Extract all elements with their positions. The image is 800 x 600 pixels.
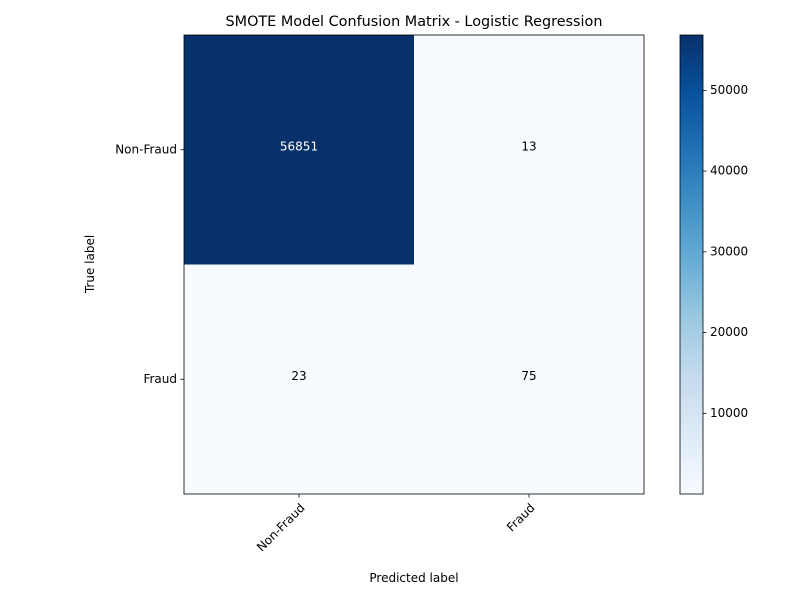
x-tick-label-fraud: Fraud <box>504 501 538 535</box>
colorbar-tick-label-50000: 50000 <box>710 83 748 97</box>
cell-value-fraud-fraud: 75 <box>521 369 536 383</box>
plot-frame <box>183 34 645 495</box>
y-tick-label-fraud: Fraud <box>143 372 177 386</box>
chart-title: SMOTE Model Confusion Matrix - Logistic … <box>226 14 603 30</box>
y-axis-label: True label <box>83 235 97 294</box>
colorbar-tick-label-20000: 20000 <box>710 325 748 339</box>
cell-non-fraud-non-fraud <box>184 35 414 265</box>
y-axis-ticks: Non-Fraud Fraud <box>115 142 184 386</box>
cell-value-non-fraud-non-fraud: 56851 <box>280 139 318 153</box>
y-tick-label-non-fraud: Non-Fraud <box>115 142 177 156</box>
colorbar-gradient <box>680 35 703 494</box>
colorbar-tick-label-10000: 10000 <box>710 406 748 420</box>
x-axis-label: Predicted label <box>369 571 458 585</box>
colorbar-tick-label-40000: 40000 <box>710 164 748 178</box>
cell-fraud-non-fraud <box>184 264 414 494</box>
x-tick-label-non-fraud: Non-Fraud <box>254 501 308 555</box>
colorbar-tick-label-30000: 30000 <box>710 244 748 258</box>
x-axis-ticks: Non-Fraud Fraud <box>254 494 538 554</box>
heatmap-cell-labels: 56851 13 23 75 <box>280 139 537 383</box>
colorbar-ticks: 10000 20000 30000 40000 50000 <box>703 83 748 420</box>
cell-value-fraud-non-fraud: 23 <box>291 369 306 383</box>
heatmap-cells <box>184 35 644 494</box>
cell-fraud-fraud <box>414 264 644 494</box>
cell-non-fraud-fraud <box>414 35 644 265</box>
colorbar: 10000 20000 30000 40000 50000 <box>679 34 748 495</box>
colorbar-frame <box>679 34 704 495</box>
cell-value-non-fraud-fraud: 13 <box>521 139 536 153</box>
